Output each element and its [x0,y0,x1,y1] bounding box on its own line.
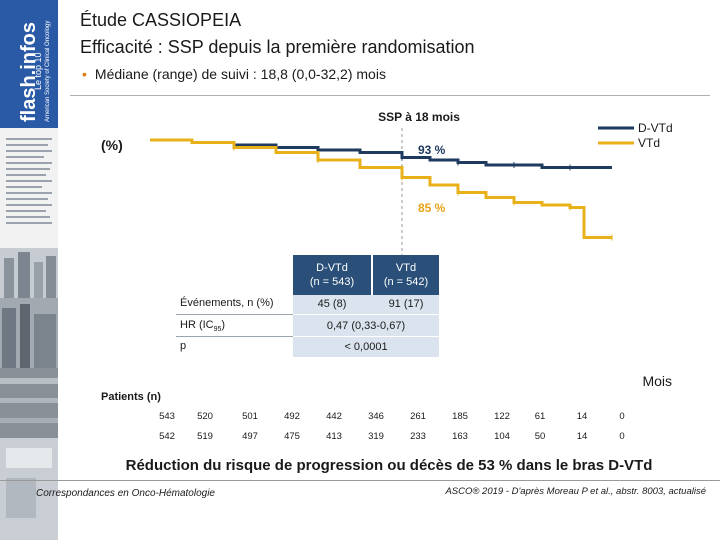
col1-header-line1: D-VTd [316,262,348,274]
risk-cell: 319 [368,431,384,442]
conclusion-text: Réduction du risque de progression ou dé… [125,457,653,474]
col2-header-bg [373,255,439,295]
risk-cell: 61 [534,411,546,422]
risk-cell: 497 [242,431,258,442]
page-subtitle: Efficacité : SSP depuis la première rand… [80,37,475,57]
risk-cell: 543 [159,411,175,422]
sidebar: flash.infos Le top 10 American Society o… [0,0,58,540]
risk-cell: 0 [619,431,625,442]
vtd-pct-label: 85 % [418,201,446,215]
events-label: Événements, n (%) [180,297,274,309]
footer-divider [0,480,720,481]
table-body-bg [293,295,439,357]
risk-cell: 519 [197,431,213,442]
risk-cell: 520 [197,411,213,422]
risk-cell: 14 [576,431,588,442]
follow-up-bullet: • Médiane (range) de suivi : 18,8 (0,0-32… [80,66,386,82]
header-divider [70,95,710,96]
series-line-d-vtd [150,138,612,169]
risk-cell: 413 [326,431,342,442]
y-axis-label: (%) [101,137,123,153]
risk-cell: 346 [368,411,384,422]
x-axis-label: Mois [642,373,672,389]
hr-label: HR (IC95) [180,319,226,334]
series-line-vtd [150,138,612,239]
legend-label-d-vtd: D-VTd [638,121,673,135]
col1-header-line2: (n = 543) [309,276,355,288]
risk-cell: 475 [284,431,300,442]
risk-cell: 261 [410,411,426,422]
col2-header-line1: VTd [395,262,417,274]
risk-table-title: Patients (n) [101,391,161,403]
brand-band [0,0,58,128]
risk-cell: 492 [284,411,300,422]
risk-cell: 50 [534,431,546,442]
risk-cell: 104 [494,431,510,442]
risk-cell: 233 [410,431,426,442]
bullet-icon: • [82,66,87,82]
risk-cell: 122 [494,411,510,422]
p-label: p [180,340,187,352]
ssp18-label: SSP à 18 mois [378,110,460,124]
events-dvtd: 45 (8) [317,298,347,310]
risk-cell: 442 [326,411,342,422]
risk-cell: 163 [452,431,468,442]
sidebar-photo-strip [0,128,58,540]
events-vtd: 91 (17) [388,298,424,310]
footer-journal: Correspondances en Onco-Hématologie [36,488,215,499]
col1-header-bg [293,255,371,295]
col2-header-line2: (n = 542) [383,276,429,288]
dvtd-pct-label: 93 % [418,143,446,157]
risk-cell: 542 [159,431,175,442]
risk-cell: 185 [452,411,468,422]
risk-cell: 0 [619,411,625,422]
legend-label-vtd: VTd [638,136,660,150]
footer-reference: ASCO® 2019 - D'après Moreau P et al., ab… [445,486,706,497]
hr-value: 0,47 (0,33-0,67) [326,320,406,332]
follow-up-text: Médiane (range) de suivi : 18,8 (0,0-32,… [94,66,386,82]
page-title: Étude CASSIOPEIA [80,10,242,30]
risk-cell: 14 [576,411,588,422]
p-value: < 0,0001 [344,341,388,353]
risk-cell: 501 [242,411,258,422]
